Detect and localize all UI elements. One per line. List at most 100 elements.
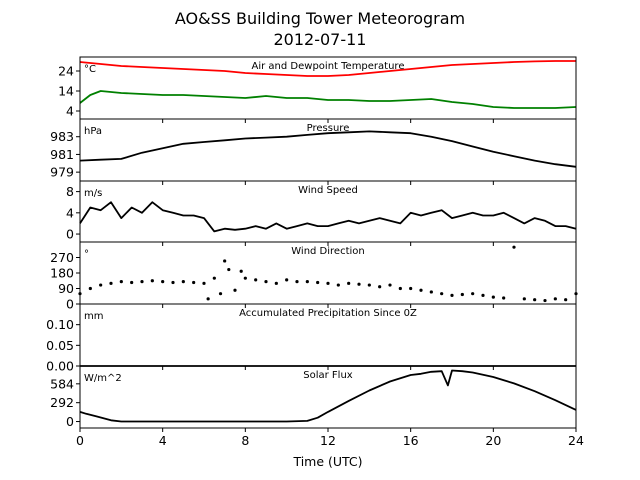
data-point	[130, 280, 134, 285]
panel-title: Wind Direction	[291, 246, 365, 257]
y-tick-label: 0.10	[46, 317, 74, 332]
x-tick-label: 12	[320, 433, 336, 448]
y-tick-label: 983	[50, 129, 74, 144]
data-point	[491, 295, 495, 299]
y-tick-label: 292	[50, 395, 74, 410]
data-point	[419, 288, 423, 292]
data-point	[471, 292, 475, 296]
data-point	[564, 298, 568, 302]
y-tick-label: 0	[66, 227, 74, 242]
y-tick-label: 0	[66, 414, 74, 429]
panel-3: 0 4 8 Wind Speed m/s	[66, 180, 577, 246]
data-point	[367, 283, 371, 287]
data-point	[533, 298, 537, 302]
panel-units: mm	[84, 311, 103, 322]
y-tick-label: 979	[50, 165, 74, 180]
y-tick-label: 4	[66, 205, 74, 220]
data-point	[212, 276, 216, 280]
series-line	[79, 130, 577, 168]
data-point	[99, 283, 103, 287]
data-point	[522, 297, 526, 301]
figure-title: AO&SS Building Tower Meteorogram	[175, 9, 465, 28]
data-point	[316, 280, 320, 285]
panel-title: Air and Dewpoint Temperature	[252, 61, 405, 72]
data-point	[206, 297, 210, 301]
data-point	[274, 281, 278, 285]
data-point	[181, 280, 185, 284]
data-point	[450, 293, 454, 297]
data-point	[109, 281, 113, 285]
x-tick-label: 16	[403, 433, 419, 448]
panel-title: Pressure	[307, 123, 350, 134]
data-point	[326, 281, 330, 285]
panel-units: °C	[84, 64, 96, 75]
y-tick-label: 0	[66, 297, 74, 312]
chart-panels: 4 14 24 Air and Dewpoint Temperature °C 979 98…	[46, 56, 584, 448]
data-point	[88, 286, 92, 291]
data-point	[502, 296, 506, 300]
data-point	[429, 290, 433, 294]
data-point	[388, 283, 392, 287]
y-tick-label: 0.05	[46, 338, 74, 353]
data-point	[460, 292, 464, 297]
panel-6: 0 292 584 Solar Flux W/m^2	[50, 365, 577, 432]
panel-units: W/m^2	[84, 373, 122, 384]
panel-title: Accumulated Precipitation Since 0Z	[239, 308, 417, 319]
data-point	[223, 259, 227, 263]
y-tick-label: 14	[58, 84, 74, 99]
data-point	[440, 292, 444, 296]
y-tick-label: 4	[66, 104, 74, 119]
data-point	[512, 245, 516, 249]
x-tick-label: 24	[568, 433, 584, 448]
x-tick-label: 0	[76, 433, 84, 448]
data-point	[171, 280, 175, 285]
data-point	[357, 282, 361, 286]
data-point	[295, 280, 299, 284]
panel-units: °	[84, 249, 89, 260]
series-line	[79, 60, 576, 77]
data-point	[218, 292, 223, 296]
y-tick-label: 0.00	[46, 359, 74, 374]
data-point	[264, 280, 268, 284]
data-point	[543, 298, 547, 303]
y-tick-label: 8	[66, 184, 74, 199]
x-axis-label: Time (UTC)	[292, 454, 362, 469]
data-point	[481, 293, 485, 297]
panel-units: hPa	[84, 126, 102, 137]
data-point	[243, 276, 247, 280]
data-point	[161, 280, 165, 284]
data-point	[150, 279, 154, 283]
data-point	[378, 285, 382, 289]
data-point	[227, 267, 231, 272]
data-point	[233, 288, 237, 292]
data-point	[202, 281, 206, 285]
y-tick-label: 584	[50, 376, 74, 391]
y-tick-label: 270	[50, 250, 74, 265]
data-point	[254, 278, 258, 282]
panel-title: Wind Speed	[298, 185, 358, 196]
data-point	[336, 283, 340, 287]
series-line	[79, 369, 577, 423]
x-tick-label: 20	[485, 433, 501, 448]
series-line	[79, 201, 577, 233]
panel-2: 979 981 983 Pressure hPa	[50, 118, 577, 185]
x-tick-label: 4	[159, 433, 167, 448]
panel-units: m/s	[84, 188, 102, 199]
data-point	[305, 280, 309, 284]
y-tick-label: 90	[58, 281, 74, 296]
data-point	[398, 286, 402, 291]
panel-title: Solar Flux	[303, 370, 353, 381]
x-tick-label: 8	[241, 433, 249, 448]
data-point	[347, 281, 351, 285]
y-tick-label: 180	[50, 266, 74, 281]
data-point	[285, 278, 289, 282]
y-tick-label: 24	[58, 64, 74, 79]
data-point	[140, 280, 144, 284]
series-line	[79, 90, 577, 109]
panel-5: 0.00 0.05 0.10 Accumulated Precipitation Si…	[46, 303, 577, 374]
data-point	[239, 269, 243, 273]
data-point	[553, 297, 557, 301]
data-point	[409, 286, 413, 291]
y-tick-label: 981	[50, 147, 74, 162]
